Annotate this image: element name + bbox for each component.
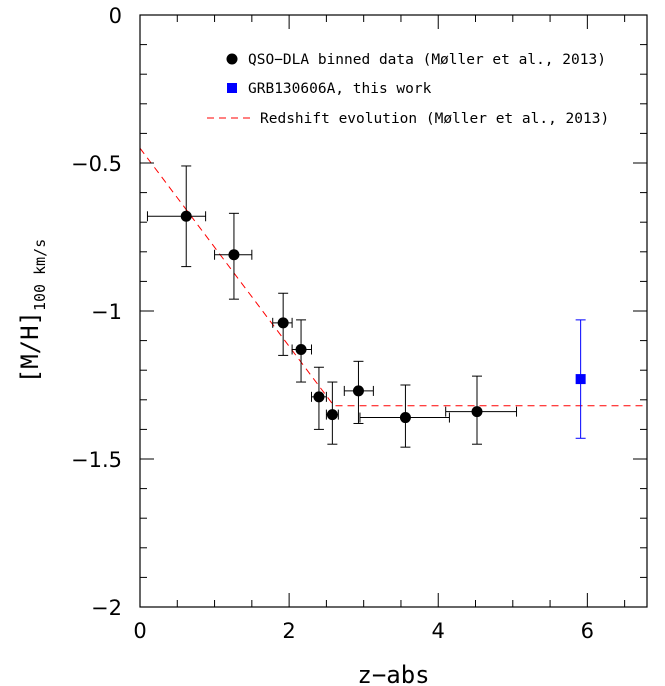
qso-point <box>313 391 325 403</box>
y-axis-title-main: [M/H] <box>16 311 44 383</box>
qso-point-errorbar <box>146 165 207 268</box>
tick-labels: 0 2 4 6 0 −0.5 −1 −1.5 −2 <box>71 4 594 643</box>
legend-item-grb: GRB130606A, this work <box>227 81 432 97</box>
legend-label-qso: QSO−DLA binned data (Møller et al., 2013… <box>248 52 606 68</box>
legend-item-qso: QSO−DLA binned data (Møller et al., 2013… <box>226 52 606 68</box>
redshift-evolution-line <box>139 147 647 407</box>
x-axis-title: z−abs <box>357 661 429 686</box>
plot-content <box>139 147 647 448</box>
y-tick-label: −2 <box>91 596 122 620</box>
x-tick-label: 6 <box>581 619 594 643</box>
legend-marker-qso <box>226 53 238 65</box>
qso-point <box>228 249 240 261</box>
qso-point <box>295 343 307 355</box>
y-tick-label: −1.5 <box>71 448 122 472</box>
qso-point <box>277 317 289 329</box>
ticks <box>139 14 647 608</box>
x-tick-label: 0 <box>133 619 146 643</box>
legend-label-evolution: Redshift evolution (Møller et al., 2013) <box>260 111 609 127</box>
y-axis-title-subscript: 100 km/s <box>31 239 49 311</box>
qso-point <box>399 412 411 424</box>
qso-point <box>352 385 364 397</box>
y-tick-label: −1 <box>91 300 122 324</box>
legend-item-evolution: Redshift evolution (Møller et al., 2013) <box>207 111 609 127</box>
qso-point <box>180 210 192 222</box>
qso-point <box>471 406 483 418</box>
plot-frame <box>139 14 648 608</box>
y-tick-label: −0.5 <box>71 152 122 176</box>
y-axis-title: [M/H]100 km/s <box>16 239 49 384</box>
legend-marker-grb <box>227 83 237 93</box>
qso-point <box>326 409 338 421</box>
legend-label-grb: GRB130606A, this work <box>248 81 432 97</box>
x-tick-label: 4 <box>432 619 445 643</box>
y-tick-label: 0 <box>109 4 122 28</box>
grb-point <box>575 374 586 385</box>
legend: QSO−DLA binned data (Møller et al., 2013… <box>207 52 609 127</box>
x-tick-label: 2 <box>282 619 295 643</box>
